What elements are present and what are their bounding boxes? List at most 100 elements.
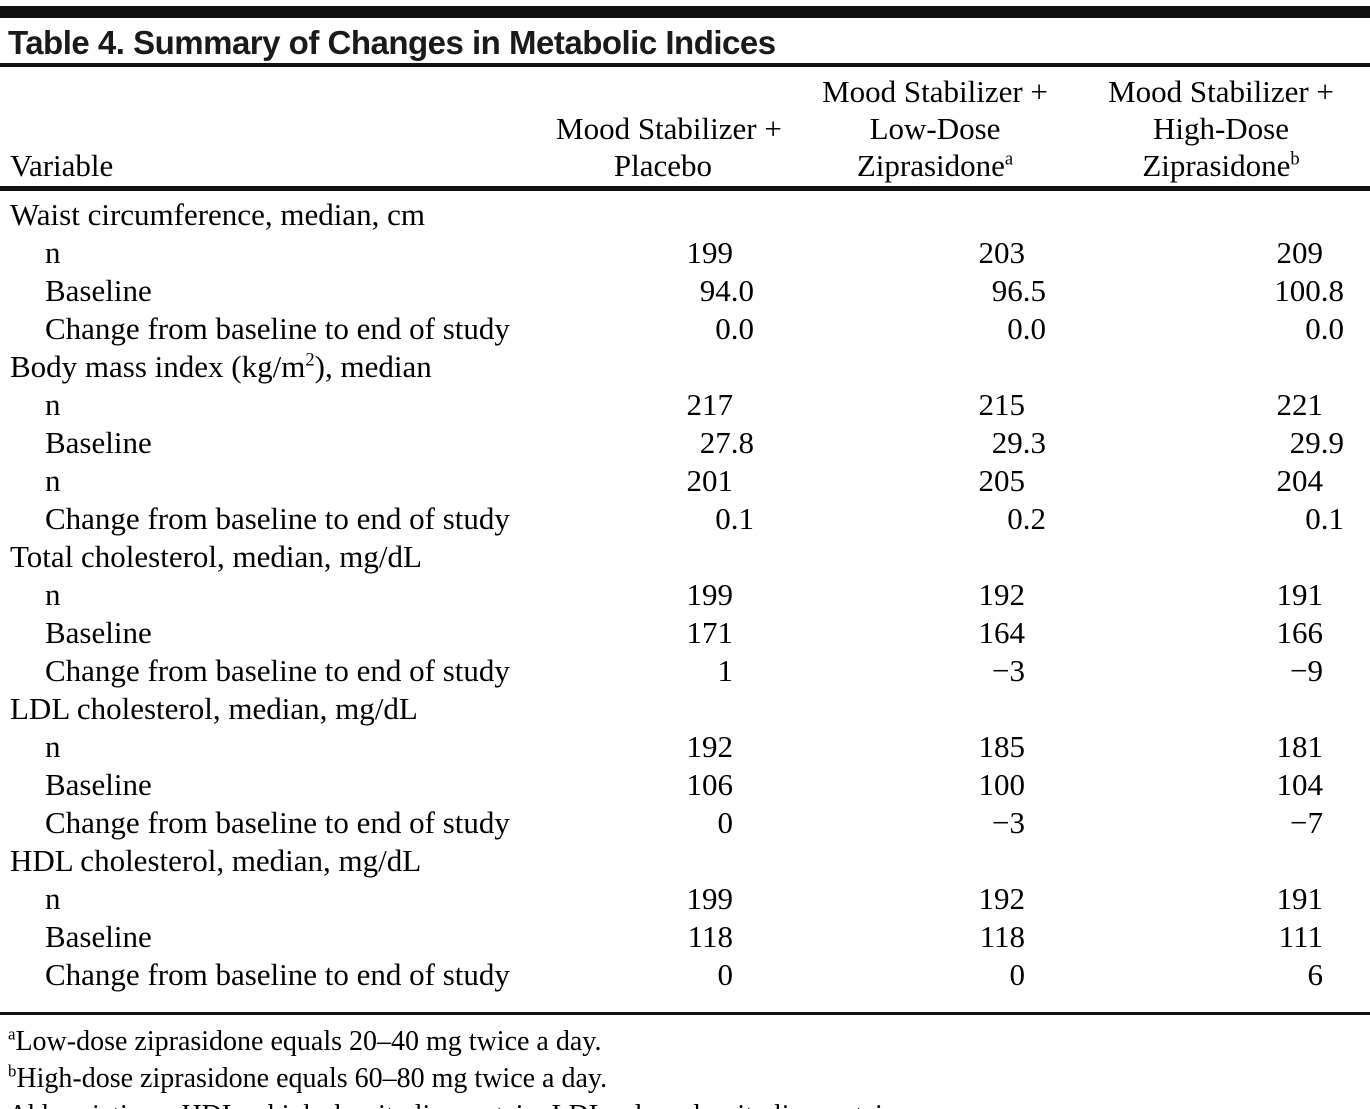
value: 209	[1060, 234, 1344, 272]
value-dec	[1323, 728, 1344, 766]
value-cell: 199	[548, 234, 770, 272]
value-int: 199	[686, 577, 734, 612]
section-label: Waist circumference, median, cm	[0, 189, 1370, 235]
value-dec	[1025, 462, 1046, 500]
value-cell: 166	[1060, 614, 1370, 652]
value-int: 118	[979, 919, 1025, 954]
value-int: 217	[686, 387, 734, 422]
value-dec	[1323, 804, 1344, 842]
value-cell: 204	[1060, 462, 1370, 500]
value: 203	[770, 234, 1046, 272]
value-int: 27	[699, 425, 731, 460]
row-label: n	[45, 463, 61, 498]
value-cell: 203	[770, 234, 1060, 272]
table-body: Waist circumference, median, cm n 199 203 20…	[0, 189, 1370, 1013]
table-row: Baseline 118 118 111	[0, 918, 1370, 956]
value-int: −9	[1290, 653, 1323, 688]
value: −7	[1060, 804, 1344, 842]
value: 191	[1060, 576, 1344, 614]
header-line: High-Dose	[1072, 110, 1370, 147]
section-label: Total cholesterol, median, mg/dL	[0, 538, 1370, 576]
value-dec	[1323, 234, 1344, 272]
value-dec	[733, 234, 754, 272]
column-header-text: Mood Stabilizer + High-Dose Ziprasidoneb	[1072, 73, 1370, 184]
value-cell: 0.1	[548, 500, 770, 538]
table-title: Table 4. Summary of Changes in Metabolic…	[8, 24, 776, 61]
value: 100.8	[1060, 272, 1344, 310]
value-dec	[733, 614, 754, 652]
table-row: n 201 205 204	[0, 462, 1370, 500]
value-dec	[1323, 576, 1344, 614]
value-int: 204	[1276, 463, 1324, 498]
row-label: n	[45, 729, 61, 764]
text-part: Ziprasidone	[1142, 148, 1291, 183]
value-dec: .8	[730, 425, 754, 460]
value-int: 0	[1305, 501, 1321, 536]
value-cell: 0	[770, 956, 1060, 1012]
superscript: b	[1290, 148, 1300, 170]
footnote-text: Low-dose ziprasidone equals 20–40 mg twi…	[15, 1026, 602, 1057]
value: 106	[548, 766, 754, 804]
value-dec	[1323, 614, 1344, 652]
value-int: 192	[686, 729, 734, 764]
value-int: 185	[978, 729, 1026, 764]
value-int: 199	[686, 235, 734, 270]
column-header-high-dose-ziprasidone: Mood Stabilizer + High-Dose Ziprasidoneb	[1060, 73, 1370, 191]
text-part: High-Dose	[1152, 111, 1290, 146]
value-dec	[733, 462, 754, 500]
value-cell: 0.0	[770, 310, 1060, 348]
value-dec: .3	[1022, 425, 1046, 460]
value-int: 0	[717, 805, 734, 840]
header-line: Ziprasidoneb	[1072, 147, 1370, 184]
text-part: Waist circumference, median, cm	[10, 197, 425, 232]
value-dec	[733, 956, 754, 994]
value: 199	[548, 234, 754, 272]
table-row: n 192 185 181	[0, 728, 1370, 766]
value-int: 6	[1307, 957, 1324, 992]
value-cell: 192	[770, 880, 1060, 918]
value-cell: 209	[1060, 234, 1370, 272]
footnote-marker: b	[8, 1061, 17, 1081]
value-dec	[1025, 614, 1046, 652]
value: 118	[770, 918, 1046, 956]
value-int: 166	[1276, 615, 1324, 650]
value-cell: 192	[770, 576, 1060, 614]
text-part: LDL cholesterol, median, mg/dL	[10, 691, 418, 726]
row-label: Baseline	[45, 273, 152, 308]
value: −3	[770, 804, 1046, 842]
value: 118	[548, 918, 754, 956]
table-row: Change from baseline to end of study 1 −3 −…	[0, 652, 1370, 690]
text-part: Body mass index (kg/m	[10, 349, 306, 384]
row-label: n	[45, 881, 61, 916]
value-dec	[1323, 652, 1344, 690]
value-cell: −3	[770, 804, 1060, 842]
text-part: Mood Stabilizer +	[556, 111, 782, 146]
value-cell: 217	[548, 386, 770, 424]
value-int: 0	[715, 501, 731, 536]
table-row: n 199 192 191	[0, 880, 1370, 918]
footnote-line: Abbreviations: HDL = high-density lipopr…	[8, 1097, 1370, 1109]
value-cell: 100	[770, 766, 1060, 804]
value: 0.0	[548, 310, 754, 348]
column-header-text: Mood Stabilizer + Low-Dose Ziprasidonea	[810, 73, 1060, 184]
value-int: 191	[1276, 881, 1324, 916]
header-line: Ziprasidonea	[810, 147, 1060, 184]
value-cell: 118	[770, 918, 1060, 956]
value-cell: 191	[1060, 576, 1370, 614]
value: −3	[770, 652, 1046, 690]
value-cell: 1	[548, 652, 770, 690]
value-dec	[733, 386, 754, 424]
value-dec	[733, 880, 754, 918]
value-int: −7	[1290, 805, 1323, 840]
text-part: HDL cholesterol, median, mg/dL	[10, 843, 422, 878]
section-row: Body mass index (kg/m2), median	[0, 348, 1370, 386]
value-cell: 191	[1060, 880, 1370, 918]
value: 192	[770, 576, 1046, 614]
table-row: n 199 203 209	[0, 234, 1370, 272]
value-int: 192	[978, 881, 1026, 916]
header-line: Mood Stabilizer +	[1072, 73, 1370, 110]
header-row: Variable Mood Stabilizer + Placebo Mood St…	[0, 73, 1370, 191]
value-cell: 0.1	[1060, 500, 1370, 538]
row-label: Change from baseline to end of study	[45, 805, 510, 840]
value: 164	[770, 614, 1046, 652]
